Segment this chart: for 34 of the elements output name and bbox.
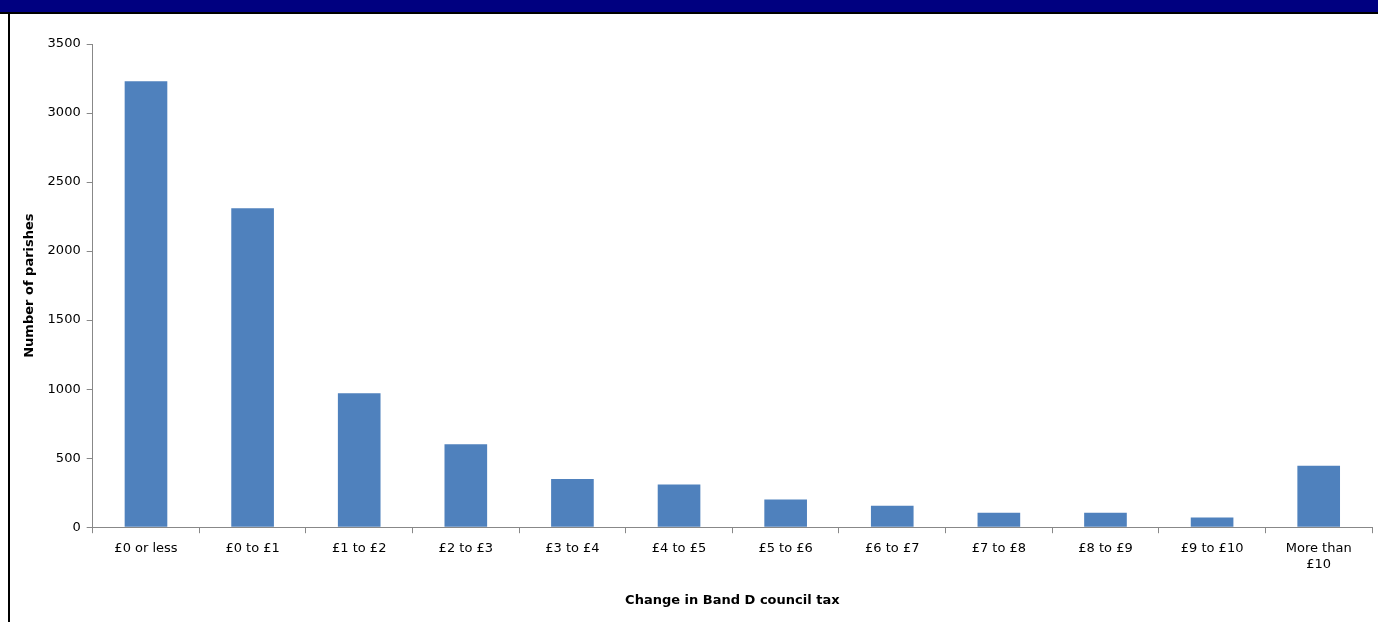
bar bbox=[1297, 465, 1341, 527]
y-tick-label: 500 bbox=[55, 449, 81, 465]
bar bbox=[977, 512, 1021, 527]
bar bbox=[444, 444, 488, 527]
y-tick-label: 2000 bbox=[47, 242, 81, 258]
bar bbox=[231, 208, 274, 527]
y-tick-label: 1000 bbox=[47, 380, 81, 396]
bar bbox=[1084, 512, 1127, 527]
x-tick-label: £0 to £1 bbox=[225, 540, 280, 556]
bar bbox=[764, 499, 807, 527]
x-tick-label: £3 to £4 bbox=[545, 540, 600, 556]
x-tick-label: £1 to £2 bbox=[332, 540, 387, 556]
y-tick-label: 2500 bbox=[47, 173, 81, 189]
y-tick-label: 3000 bbox=[47, 104, 81, 120]
y-axis-title: Number of parishes bbox=[21, 213, 37, 358]
bar bbox=[337, 393, 381, 527]
x-axis-title: Change in Band D council tax bbox=[625, 591, 841, 607]
x-tick-label: £9 to £10 bbox=[1180, 540, 1244, 556]
y-tick-label: 1500 bbox=[47, 311, 81, 327]
x-tick-label: £2 to £3 bbox=[438, 540, 494, 556]
x-tick-label: £4 to £5 bbox=[651, 540, 707, 556]
bar bbox=[551, 478, 594, 527]
x-tick-label: More than £10 bbox=[1285, 540, 1352, 571]
x-tick-label: £8 to £9 bbox=[1078, 540, 1133, 556]
bar bbox=[870, 505, 914, 527]
bar bbox=[1190, 517, 1234, 527]
x-tick-label: £0 or less bbox=[114, 540, 178, 556]
x-tick-label: £7 to £8 bbox=[971, 540, 1027, 556]
y-tick-label: 3500 bbox=[47, 35, 81, 51]
bar bbox=[124, 81, 168, 527]
x-tick-label: £5 to £6 bbox=[758, 540, 813, 556]
bar bbox=[657, 484, 701, 527]
y-tick-label: 0 bbox=[72, 518, 81, 534]
x-tick-label: £6 to £7 bbox=[865, 540, 920, 556]
